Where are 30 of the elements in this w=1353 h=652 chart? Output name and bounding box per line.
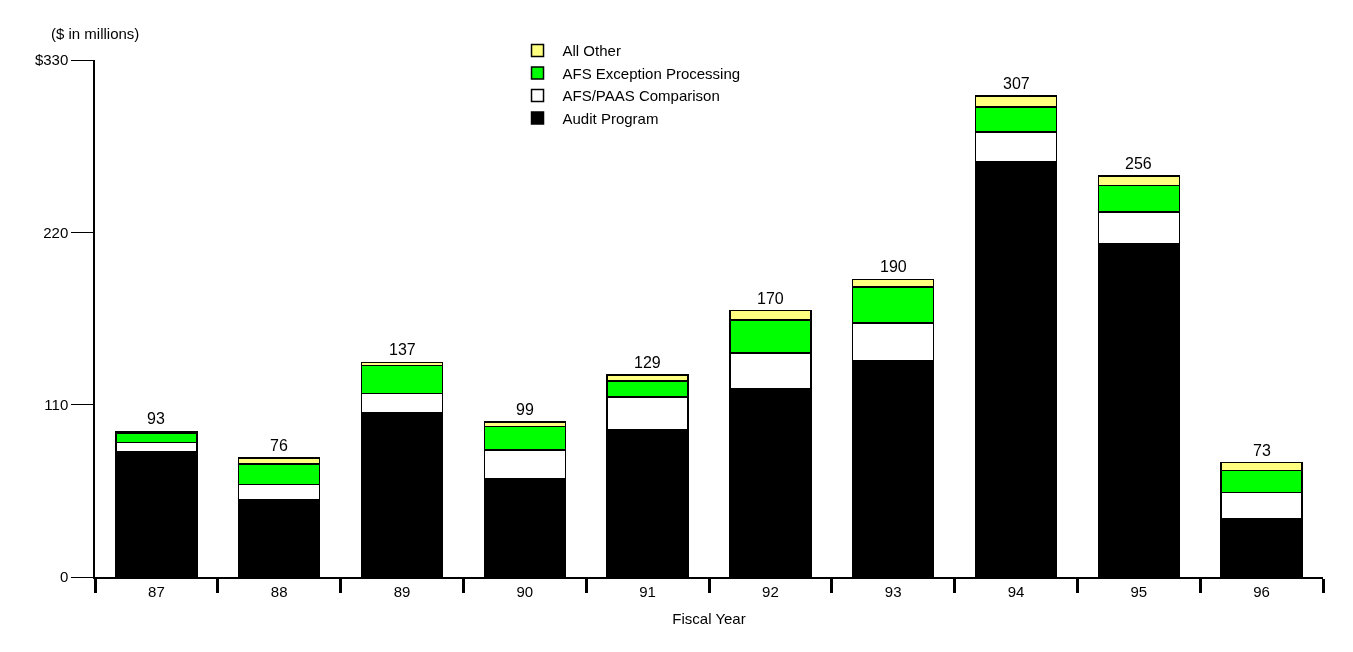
total-label: 170 <box>757 290 784 307</box>
x-tick-label: 91 <box>639 582 656 600</box>
y-tick-label: $330 <box>34 51 69 69</box>
x-axis-title: Fiscal Year <box>672 610 746 628</box>
x-tick-label: 95 <box>1130 582 1148 600</box>
total-label: 73 <box>1253 442 1271 459</box>
x-tick-label: 94 <box>1007 582 1025 600</box>
total-label: 99 <box>516 401 534 418</box>
x-tick-label: 88 <box>270 582 288 600</box>
total-label: 307 <box>1003 75 1030 92</box>
y-tick-label: 110 <box>44 395 69 413</box>
legend-label: All Other <box>562 42 621 60</box>
total-label: 190 <box>880 258 907 275</box>
x-tick-label: 93 <box>884 582 902 600</box>
total-label: 129 <box>634 354 661 371</box>
x-tick-label: 96 <box>1253 582 1270 600</box>
x-tick-label: 90 <box>516 582 534 600</box>
total-label: 137 <box>389 341 416 358</box>
legend-label: Audit Program <box>562 109 659 127</box>
y-axis-title: ($ in millions) <box>51 25 140 42</box>
total-label: 76 <box>270 437 288 454</box>
legend-label: AFS/PAAS Comparison <box>562 87 720 105</box>
y-tick-label: 0 <box>59 568 69 586</box>
legend-label: AFS Exception Processing <box>562 64 741 82</box>
x-tick-label: 87 <box>148 582 165 600</box>
x-tick-label: 89 <box>393 582 411 600</box>
x-tick-label: 92 <box>762 582 779 600</box>
total-label: 93 <box>147 410 165 427</box>
total-label: 256 <box>1125 155 1152 172</box>
y-tick-label: 220 <box>43 223 69 241</box>
